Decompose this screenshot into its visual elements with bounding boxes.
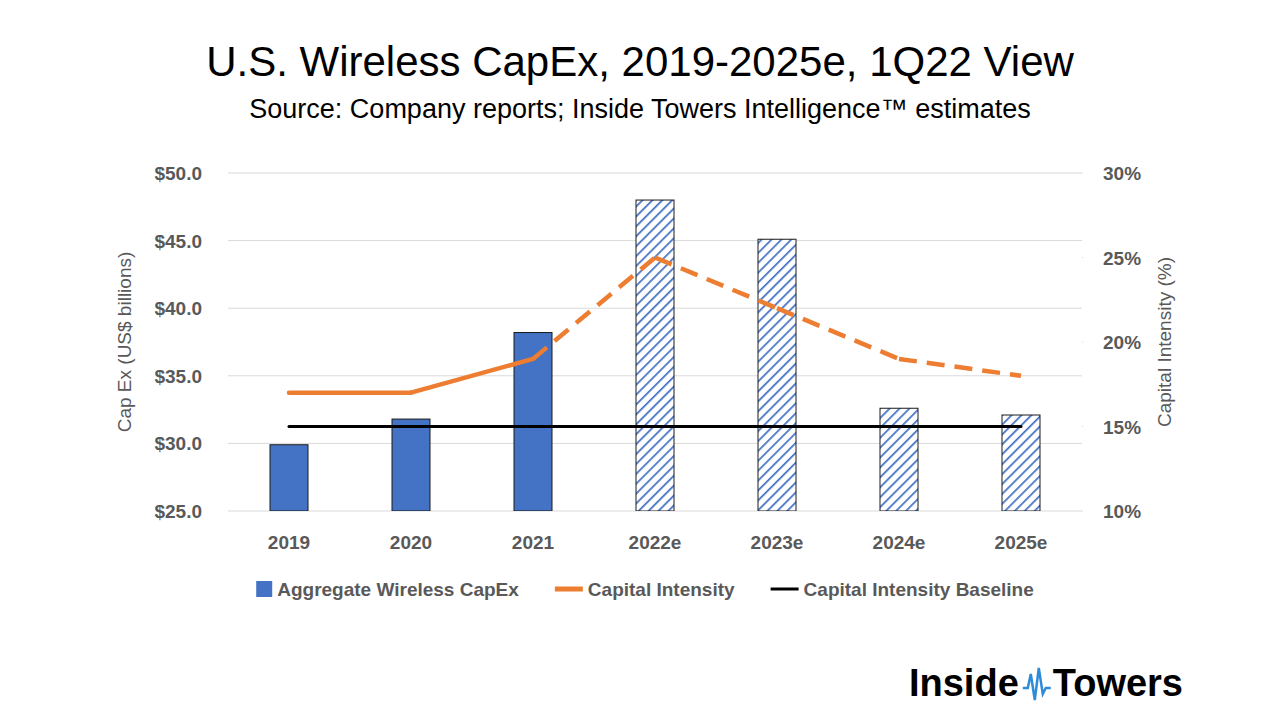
y-tick-label: $40.0 bbox=[154, 298, 202, 319]
line-segment bbox=[533, 425, 655, 428]
grid-line bbox=[228, 173, 1082, 174]
bar bbox=[758, 239, 796, 511]
bar bbox=[392, 419, 430, 511]
plot-area bbox=[270, 200, 1040, 511]
x-tick-label: 2019 bbox=[268, 532, 310, 553]
y2-tick bbox=[1082, 173, 1083, 174]
legend-swatch bbox=[256, 581, 272, 597]
legend-label: Capital Intensity bbox=[588, 579, 735, 600]
logo-icon bbox=[1023, 668, 1051, 700]
legend: Aggregate Wireless CapEx Capital Intensit… bbox=[256, 579, 1034, 600]
y2-tick-label: 30% bbox=[1103, 163, 1141, 184]
legend-swatch bbox=[555, 587, 583, 592]
y2-tick-label: 25% bbox=[1103, 248, 1141, 269]
x-tick-label: 2024e bbox=[873, 532, 926, 553]
legend-swatch bbox=[771, 588, 799, 591]
x-tick-label: 2020 bbox=[390, 532, 432, 553]
line-segment bbox=[411, 425, 533, 428]
y2-tick bbox=[1082, 511, 1083, 512]
legend-label: Aggregate Wireless CapEx bbox=[277, 579, 519, 600]
line-segment bbox=[899, 359, 1021, 376]
y2-tick bbox=[1082, 257, 1083, 258]
y-axis-title: Cap Ex (US$ billions) bbox=[114, 252, 135, 433]
y-tick-label: $35.0 bbox=[154, 366, 202, 387]
y2-tick bbox=[1082, 342, 1083, 343]
y2-tick-label: 20% bbox=[1103, 332, 1141, 353]
logo-text: Towers bbox=[1053, 662, 1183, 704]
y-tick-label: $45.0 bbox=[154, 231, 202, 252]
line-segment bbox=[533, 258, 655, 359]
x-tick-label: 2025e bbox=[995, 532, 1048, 553]
y2-tick-label: 15% bbox=[1103, 417, 1141, 438]
subtitle: Source: Company reports; Inside Towers I… bbox=[249, 94, 1030, 124]
y-tick-label: $30.0 bbox=[154, 433, 202, 454]
chart: U.S. Wireless CapEx, 2019-2025e, 1Q22 Vi… bbox=[0, 0, 1280, 720]
legend-label: Capital Intensity Baseline bbox=[804, 579, 1034, 600]
x-tick-label: 2022e bbox=[629, 532, 682, 553]
bar bbox=[270, 445, 308, 511]
line-segment bbox=[655, 258, 777, 309]
x-tick-label: 2023e bbox=[751, 532, 804, 553]
x-tick-label: 2021 bbox=[512, 532, 555, 553]
line-segment bbox=[655, 425, 777, 428]
y-tick-label: $25.0 bbox=[154, 501, 202, 522]
line-segment bbox=[899, 425, 1021, 428]
y2-axis-title: Capital Intensity (%) bbox=[1154, 257, 1175, 427]
line-segment bbox=[777, 308, 899, 359]
bar bbox=[636, 200, 674, 511]
line-segment bbox=[289, 390, 411, 395]
line-segment bbox=[777, 425, 899, 428]
title: U.S. Wireless CapEx, 2019-2025e, 1Q22 Vi… bbox=[206, 38, 1074, 85]
y-tick-label: $50.0 bbox=[154, 163, 202, 184]
bar bbox=[880, 408, 918, 511]
line-segment bbox=[411, 359, 533, 393]
line-segment bbox=[289, 425, 411, 428]
y2-tick-label: 10% bbox=[1103, 501, 1141, 522]
logo-text: Inside bbox=[909, 662, 1019, 704]
bar bbox=[1002, 415, 1040, 511]
y2-tick bbox=[1082, 426, 1083, 427]
